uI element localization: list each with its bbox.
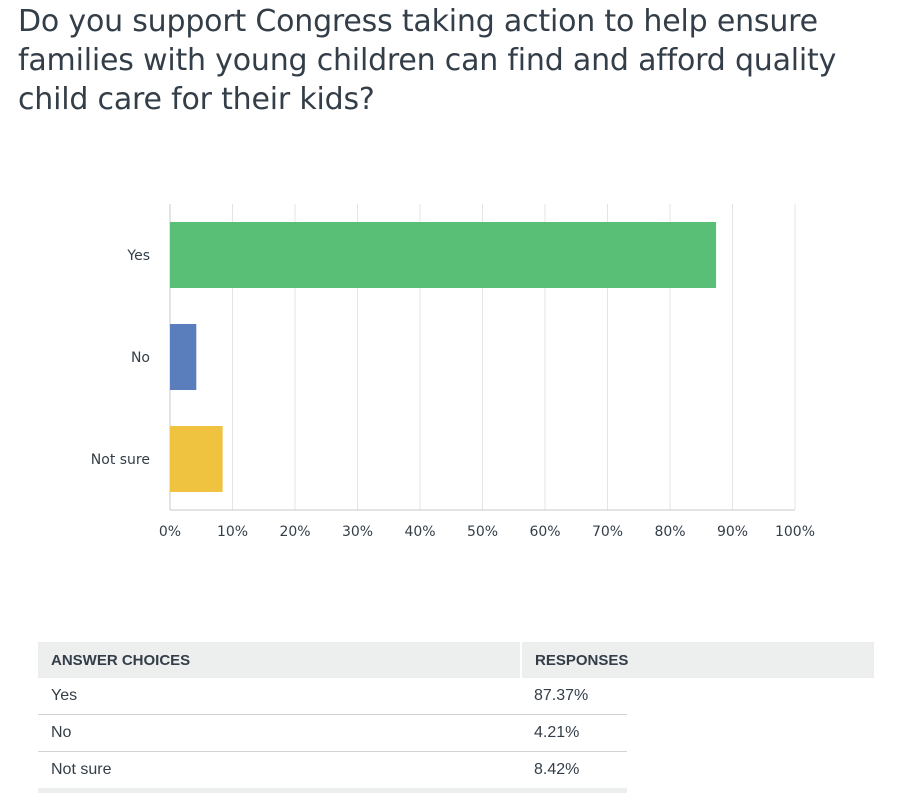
header-responses: RESPONSES <box>521 642 874 678</box>
table-row: Not sure 8.42% <box>38 751 874 793</box>
answer-choice-cell: No <box>38 714 521 752</box>
header-answer-choices: ANSWER CHOICES <box>38 642 522 678</box>
answer-choice-cell: Not sure <box>38 751 521 793</box>
bar-not-sure <box>170 426 223 492</box>
table-row: No 4.21% <box>38 714 874 752</box>
table-row: Yes 87.37% <box>38 678 874 715</box>
results-table: ANSWER CHOICES RESPONSES Yes 87.37% No 4… <box>38 642 874 793</box>
x-tick-label: 80% <box>654 524 685 540</box>
bar-yes <box>170 222 717 288</box>
category-label: Yes <box>126 248 150 264</box>
x-tick-label: 50% <box>467 524 498 540</box>
table-header-row: ANSWER CHOICES RESPONSES <box>38 642 874 678</box>
category-label: Not sure <box>91 452 150 468</box>
x-tick-label: 0% <box>159 524 181 540</box>
x-tick-label: 10% <box>217 524 248 540</box>
answer-choice-cell: Yes <box>38 678 521 715</box>
question-title: Do you support Congress taking action to… <box>18 4 837 117</box>
response-cell: 8.42% <box>521 751 627 793</box>
x-tick-label: 20% <box>279 524 310 540</box>
chart-tick-labels: 0% 10% 20% 30% 40% 50% 60% 70% 80% 90% 100% <box>159 524 815 540</box>
category-label: No <box>131 350 150 366</box>
chart-category-labels: Yes No Not sure <box>91 248 150 468</box>
x-tick-label: 30% <box>342 524 373 540</box>
x-tick-label: 70% <box>592 524 623 540</box>
x-tick-label: 90% <box>717 524 748 540</box>
response-cell: 87.37% <box>521 678 627 715</box>
x-tick-label: 60% <box>529 524 560 540</box>
x-tick-label: 40% <box>404 524 435 540</box>
response-cell: 4.21% <box>521 714 627 752</box>
bar-chart: Yes No Not sure 0% 10% 20% 30% 40% 50% 60% 70% 80%… <box>91 204 815 540</box>
x-tick-label: 100% <box>775 524 815 540</box>
bar-no <box>170 324 197 390</box>
chart-bars <box>170 222 717 492</box>
